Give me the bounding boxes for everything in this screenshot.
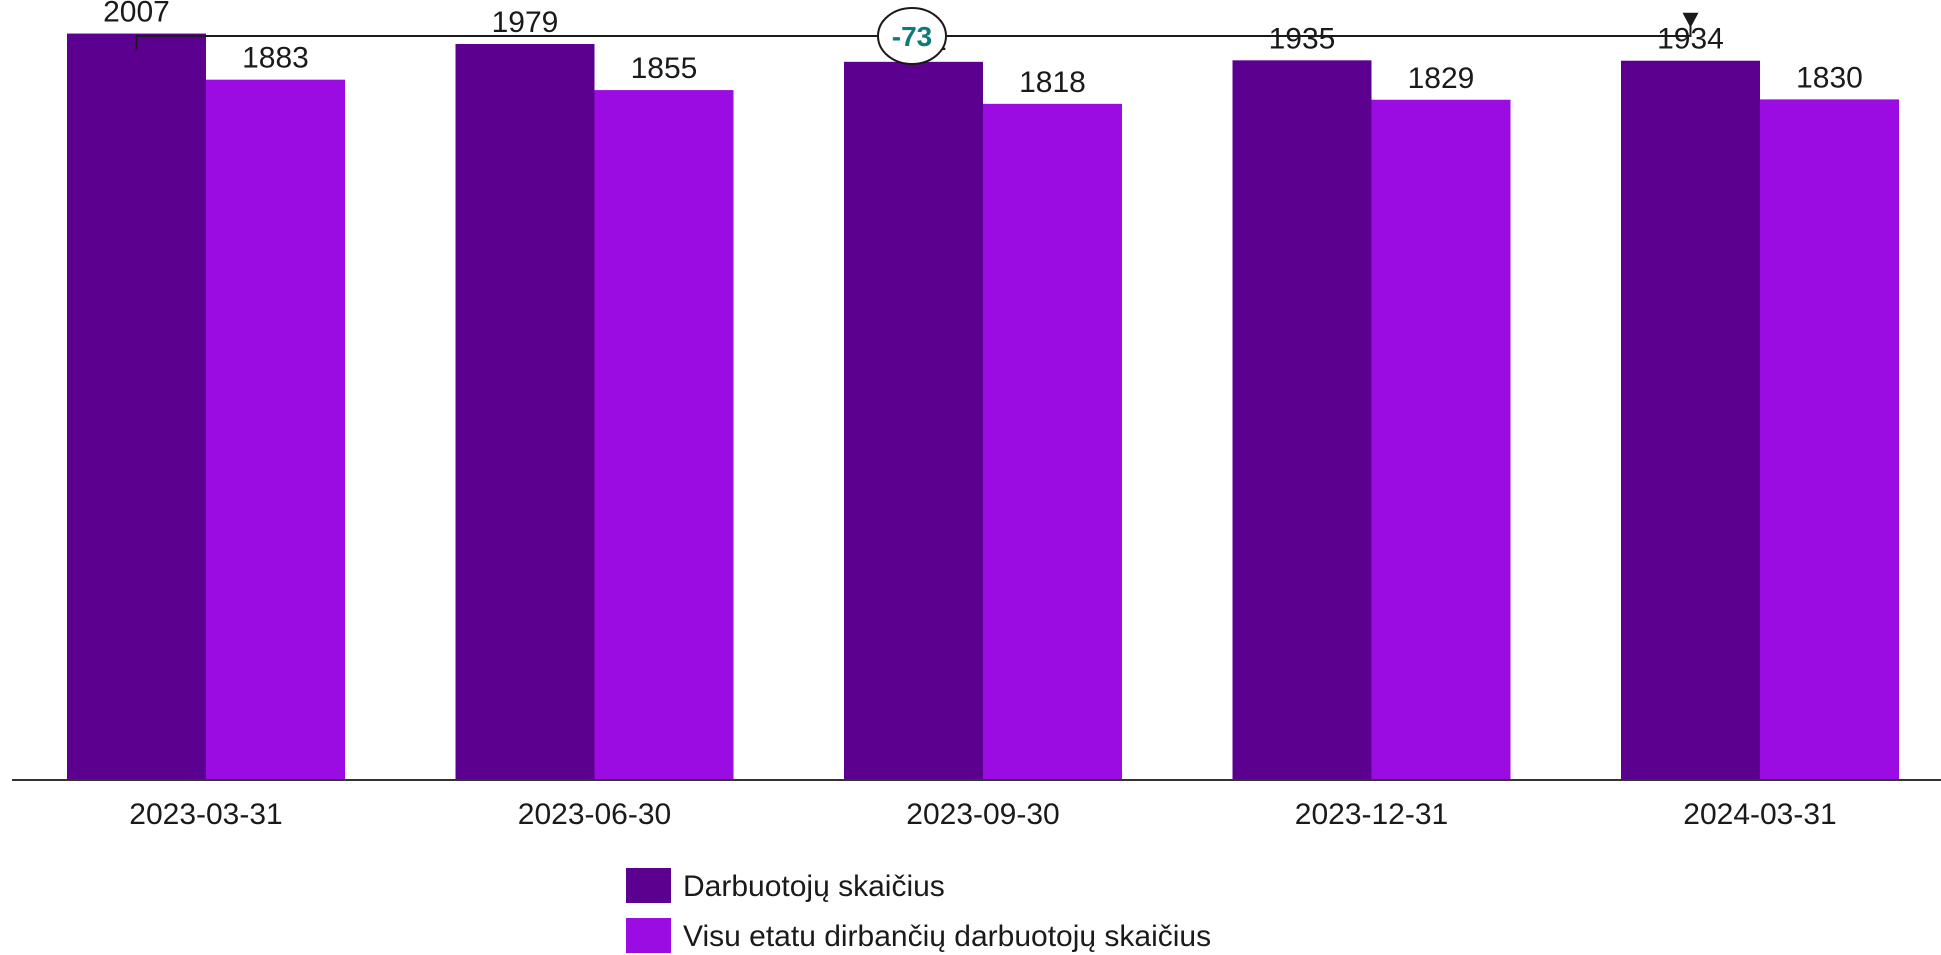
x-tick-label: 2024-03-31 [1683,798,1836,831]
bar-value-label: 1883 [242,42,309,75]
x-tick-label: 2023-06-30 [518,798,671,831]
x-tick-label: 2023-12-31 [1295,798,1448,831]
x-tick-label: 2023-03-31 [129,798,282,831]
bar-value-label: 1818 [1019,66,1086,99]
delta-arrow-head [1682,12,1699,28]
bar-visu-etatu-2024-03-31 [1760,99,1899,781]
bar-value-label: 2007 [103,0,170,29]
bar-value-label: 1935 [1269,22,1336,55]
bar-darbuotoju-2023-09-30 [844,61,983,781]
legend-label-visu-etatu: Visu etatu dirbančių darbuotojų skaičius [683,920,1211,953]
x-tick-label: 2023-09-30 [906,798,1059,831]
bars-group [67,33,1899,781]
bar-visu-etatu-2023-09-30 [983,103,1122,780]
bar-value-label: 1830 [1796,61,1863,94]
x-tick-labels-group: 2023-03-31 2023-06-30 2023-09-30 2023-12-31… [129,798,1836,831]
delta-badge [877,7,947,65]
legend-swatch-darbuotoju [626,868,671,903]
bar-darbuotoju-2023-06-30 [455,43,595,781]
legend: Darbuotojų skaičius Visu etatu dirbančių … [626,868,1211,953]
bar-darbuotoju-2023-12-31 [1232,60,1372,780]
bar-visu-etatu-2023-06-30 [594,90,734,781]
bar-value-label: 1829 [1408,62,1475,95]
bar-value-label: 1979 [492,6,559,39]
bar-value-label: 1855 [631,52,698,85]
bar-darbuotoju-2024-03-31 [1621,60,1760,781]
delta-annotation: -73 [135,7,1699,65]
bar-visu-etatu-2023-03-31 [206,79,345,780]
bar-darbuotoju-2023-03-31 [67,33,206,780]
legend-swatch-visu-etatu [626,918,671,953]
bar-visu-etatu-2023-12-31 [1371,99,1511,780]
delta-value-label: -73 [892,21,932,52]
legend-label-darbuotoju: Darbuotojų skaičius [683,870,945,903]
